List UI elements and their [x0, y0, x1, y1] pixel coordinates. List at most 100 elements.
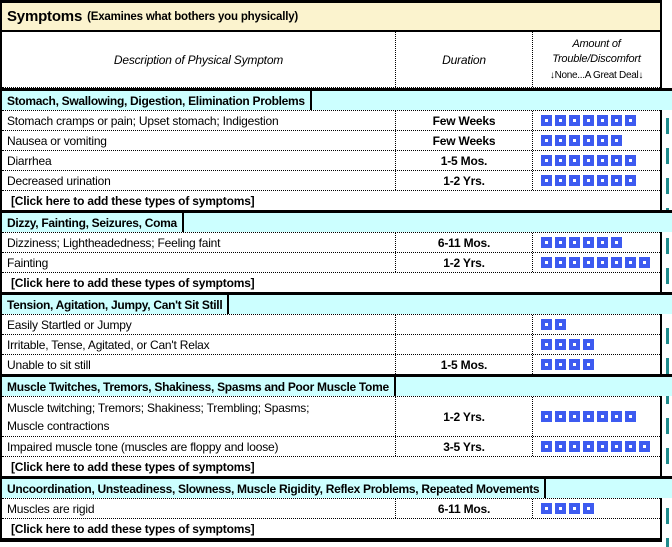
symptom-description-cell[interactable]: Dizziness; Lightheadedness; Feeling fain…: [7, 235, 221, 250]
symptom-description-cell[interactable]: Stomach cramps or pain; Upset stomach; I…: [7, 113, 279, 128]
duration-cell[interactable]: Few Weeks: [395, 111, 532, 130]
trouble-square[interactable]: [555, 359, 566, 370]
duration-cell[interactable]: 1-5 Mos.: [395, 355, 532, 374]
trouble-square[interactable]: [541, 237, 552, 248]
trouble-square[interactable]: [583, 135, 594, 146]
symptom-description-cell[interactable]: Easily Startled or Jumpy: [7, 317, 132, 332]
duration-cell[interactable]: 1-2 Yrs.: [395, 171, 532, 190]
trouble-square[interactable]: [555, 175, 566, 186]
trouble-square[interactable]: [597, 135, 608, 146]
trouble-square[interactable]: [555, 503, 566, 514]
duration-cell[interactable]: [395, 315, 532, 334]
duration-cell[interactable]: 1-2 Yrs.: [395, 397, 532, 436]
trouble-square[interactable]: [583, 237, 594, 248]
trouble-rating-cell[interactable]: [532, 171, 660, 190]
trouble-square[interactable]: [555, 411, 566, 422]
trouble-square[interactable]: [569, 115, 580, 126]
trouble-square[interactable]: [625, 441, 636, 452]
symptom-description-cell[interactable]: Muscle twitching; Tremors; Shakiness; Tr…: [2, 397, 395, 436]
trouble-square[interactable]: [611, 441, 622, 452]
trouble-square[interactable]: [541, 115, 552, 126]
trouble-square[interactable]: [541, 359, 552, 370]
add-symptoms-row[interactable]: [Click here to add these types of sympto…: [2, 190, 660, 210]
trouble-square[interactable]: [583, 175, 594, 186]
trouble-square[interactable]: [639, 257, 650, 268]
trouble-square[interactable]: [541, 135, 552, 146]
duration-cell[interactable]: 6-11 Mos.: [395, 499, 532, 518]
trouble-square[interactable]: [583, 411, 594, 422]
trouble-square[interactable]: [541, 175, 552, 186]
trouble-square[interactable]: [555, 115, 566, 126]
trouble-rating-cell[interactable]: [532, 151, 660, 170]
trouble-rating-cell[interactable]: [532, 315, 660, 334]
duration-cell[interactable]: 6-11 Mos.: [395, 233, 532, 252]
symptom-description-cell[interactable]: Irritable, Tense, Agitated, or Can't Rel…: [7, 337, 210, 352]
duration-cell[interactable]: Few Weeks: [395, 131, 532, 150]
trouble-square[interactable]: [569, 155, 580, 166]
trouble-square[interactable]: [583, 441, 594, 452]
trouble-square[interactable]: [611, 411, 622, 422]
trouble-square[interactable]: [569, 257, 580, 268]
add-symptoms-row[interactable]: [Click here to add these types of sympto…: [2, 518, 660, 538]
trouble-square[interactable]: [555, 237, 566, 248]
trouble-square[interactable]: [541, 339, 552, 350]
trouble-square[interactable]: [555, 441, 566, 452]
trouble-square[interactable]: [555, 257, 566, 268]
trouble-square[interactable]: [555, 339, 566, 350]
trouble-square[interactable]: [541, 319, 552, 330]
duration-cell[interactable]: [395, 335, 532, 354]
trouble-rating-cell[interactable]: [532, 253, 660, 272]
trouble-square[interactable]: [541, 155, 552, 166]
trouble-square[interactable]: [569, 503, 580, 514]
trouble-square[interactable]: [569, 411, 580, 422]
symptom-description-cell[interactable]: Impaired muscle tone (muscles are floppy…: [7, 439, 279, 454]
trouble-rating-cell[interactable]: [532, 437, 660, 456]
trouble-rating-cell[interactable]: [532, 355, 660, 374]
trouble-square[interactable]: [569, 441, 580, 452]
trouble-square[interactable]: [569, 175, 580, 186]
trouble-square[interactable]: [611, 237, 622, 248]
trouble-square[interactable]: [583, 503, 594, 514]
trouble-rating-cell[interactable]: [532, 111, 660, 130]
trouble-rating-cell[interactable]: [532, 499, 660, 518]
trouble-square[interactable]: [555, 135, 566, 146]
trouble-rating-cell[interactable]: [532, 397, 660, 436]
trouble-square[interactable]: [597, 115, 608, 126]
trouble-square[interactable]: [625, 257, 636, 268]
trouble-square[interactable]: [597, 175, 608, 186]
symptom-description-cell[interactable]: Fainting: [7, 255, 49, 270]
trouble-square[interactable]: [583, 257, 594, 268]
trouble-square[interactable]: [611, 135, 622, 146]
trouble-rating-cell[interactable]: [532, 131, 660, 150]
symptom-description-cell[interactable]: Unable to sit still: [7, 357, 91, 372]
trouble-square[interactable]: [569, 237, 580, 248]
trouble-rating-cell[interactable]: [532, 233, 660, 252]
trouble-square[interactable]: [597, 411, 608, 422]
trouble-square[interactable]: [541, 257, 552, 268]
trouble-square[interactable]: [597, 257, 608, 268]
trouble-square[interactable]: [569, 339, 580, 350]
trouble-square[interactable]: [583, 155, 594, 166]
trouble-square[interactable]: [611, 115, 622, 126]
trouble-square[interactable]: [611, 257, 622, 268]
duration-cell[interactable]: 1-5 Mos.: [395, 151, 532, 170]
trouble-square[interactable]: [555, 155, 566, 166]
trouble-square[interactable]: [625, 155, 636, 166]
trouble-square[interactable]: [541, 411, 552, 422]
trouble-square[interactable]: [639, 441, 650, 452]
trouble-square[interactable]: [597, 155, 608, 166]
trouble-square[interactable]: [569, 359, 580, 370]
trouble-square[interactable]: [583, 339, 594, 350]
symptom-description-cell[interactable]: Decreased urination: [7, 173, 111, 188]
add-symptoms-row[interactable]: [Click here to add these types of sympto…: [2, 456, 660, 476]
trouble-square[interactable]: [555, 319, 566, 330]
trouble-square[interactable]: [541, 441, 552, 452]
duration-cell[interactable]: 1-2 Yrs.: [395, 253, 532, 272]
trouble-square[interactable]: [583, 359, 594, 370]
duration-cell[interactable]: 3-5 Yrs.: [395, 437, 532, 456]
symptom-description-cell[interactable]: Muscles are rigid: [7, 501, 95, 516]
trouble-square[interactable]: [597, 237, 608, 248]
trouble-rating-cell[interactable]: [532, 335, 660, 354]
trouble-square[interactable]: [625, 411, 636, 422]
add-symptoms-row[interactable]: [Click here to add these types of sympto…: [2, 272, 660, 292]
